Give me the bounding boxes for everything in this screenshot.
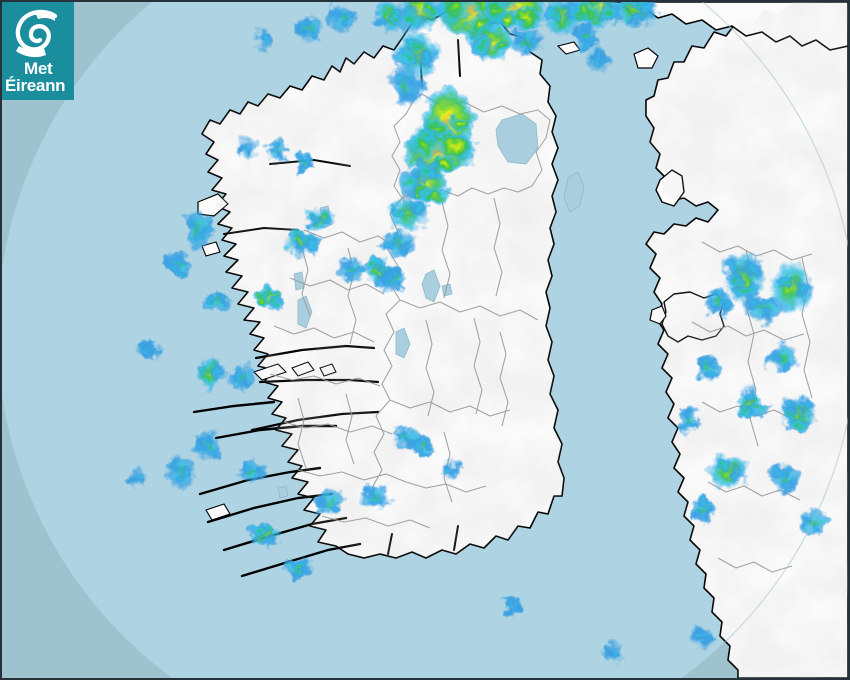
precip-cell bbox=[372, 2, 404, 33]
met-eireann-logo[interactable]: Met Éireann Met Éireann Rainfall Radar bbox=[2, 2, 74, 100]
logo-line-1: Met bbox=[24, 59, 53, 78]
lake-lough-derg bbox=[395, 327, 411, 359]
precip-cell bbox=[161, 248, 194, 278]
lake-lough-mask bbox=[293, 271, 305, 291]
precip-cell bbox=[226, 364, 255, 392]
met-eireann-spiral-icon bbox=[15, 9, 58, 58]
precip-cell bbox=[503, 594, 523, 618]
precip-cell bbox=[704, 287, 732, 318]
precip-cell bbox=[192, 429, 224, 463]
precip-cell bbox=[439, 459, 461, 481]
precip-cell bbox=[379, 267, 409, 293]
precip-cell bbox=[135, 338, 161, 362]
precip-cell bbox=[721, 249, 765, 307]
precip-cell bbox=[386, 197, 430, 231]
precip-cell bbox=[507, 27, 545, 57]
precip-cell bbox=[397, 157, 453, 206]
precip-cell bbox=[613, 2, 659, 30]
precip-cell bbox=[262, 135, 290, 165]
precip-cell bbox=[304, 206, 336, 230]
precip-cell bbox=[292, 14, 324, 42]
precip-cell bbox=[798, 508, 830, 536]
precip-cell bbox=[164, 453, 199, 491]
lake-killarney bbox=[277, 485, 289, 499]
lake-lough-ree bbox=[421, 269, 441, 303]
map-title: Met Éireann Rainfall Radar bbox=[2, 2, 3, 3]
lake-lough-neagh bbox=[495, 113, 539, 165]
precip-cell bbox=[291, 149, 314, 175]
precip-cell bbox=[377, 229, 419, 259]
precip-cell bbox=[247, 522, 282, 549]
precip-cell bbox=[676, 405, 703, 435]
precipitation-layer bbox=[127, 2, 830, 664]
precip-cell bbox=[127, 465, 147, 491]
precip-cell bbox=[338, 256, 371, 284]
precip-cell bbox=[763, 344, 801, 372]
precip-cell bbox=[706, 454, 750, 490]
precip-cell bbox=[196, 356, 228, 392]
precip-cell bbox=[694, 353, 722, 383]
precip-cell bbox=[385, 62, 428, 110]
precip-cell bbox=[312, 487, 346, 517]
precip-cell bbox=[326, 2, 361, 34]
precip-cell bbox=[766, 461, 801, 496]
precip-cell bbox=[282, 555, 314, 581]
met-eireann-wordmark: Met Éireann bbox=[2, 60, 74, 95]
logo-line-2: Éireann bbox=[5, 76, 66, 96]
precip-cell bbox=[736, 386, 770, 419]
precip-cell bbox=[238, 461, 268, 483]
precip-cell bbox=[254, 28, 274, 52]
precip-cell bbox=[392, 29, 442, 79]
precip-cell bbox=[357, 483, 393, 512]
lake-strangford-lough bbox=[563, 171, 585, 213]
lake-lough-corrib bbox=[297, 295, 313, 329]
precip-cell bbox=[390, 424, 421, 452]
precip-cell bbox=[689, 496, 715, 525]
land-rathlin-island bbox=[556, 41, 581, 55]
precip-cell bbox=[779, 393, 817, 433]
precip-cell bbox=[469, 22, 515, 62]
precip-cell bbox=[409, 433, 433, 459]
precip-cell bbox=[569, 20, 601, 52]
precip-cell bbox=[200, 292, 232, 312]
precip-cell bbox=[235, 135, 261, 161]
precip-cell bbox=[740, 294, 788, 328]
precip-cell bbox=[603, 640, 625, 664]
precip-cell bbox=[251, 286, 284, 312]
precip-cell bbox=[689, 623, 715, 649]
land-islay bbox=[633, 47, 659, 69]
precip-cell bbox=[182, 208, 220, 252]
precip-cell bbox=[583, 46, 613, 74]
precip-cell bbox=[284, 226, 321, 260]
